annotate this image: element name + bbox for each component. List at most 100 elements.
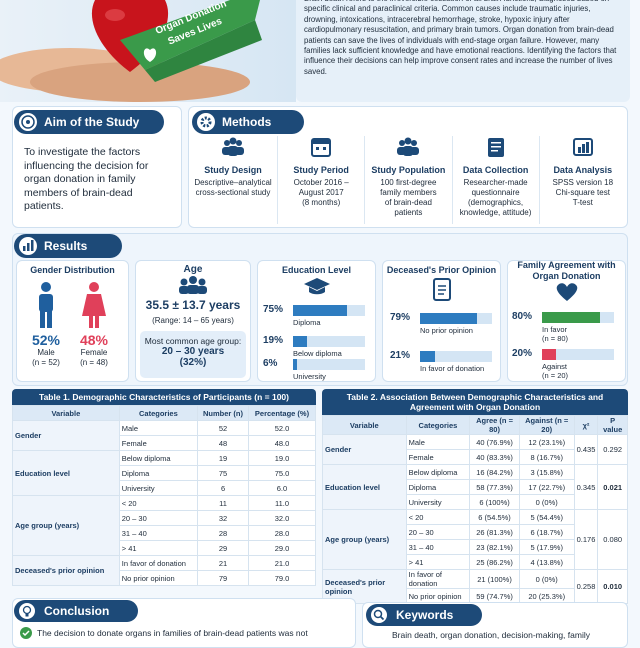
method-icon bbox=[572, 138, 593, 156]
aim-header: Aim of the Study bbox=[14, 110, 164, 134]
table-cell: 79.0 bbox=[247, 570, 317, 586]
bar-pct: 79% bbox=[390, 312, 411, 323]
table-cell: 21 bbox=[197, 555, 249, 571]
method-text: October 2016 – bbox=[293, 178, 349, 187]
column-header: Variable bbox=[322, 415, 407, 435]
column-header: Percentage (%) bbox=[247, 405, 317, 421]
intro-text: Brain death refers to the irreversible c… bbox=[304, 0, 617, 76]
table-cell: 52.0 bbox=[247, 420, 317, 436]
table-cell: 32 bbox=[197, 510, 249, 526]
table-cell: 6 (54.5%) bbox=[469, 509, 520, 525]
method-icon bbox=[397, 137, 420, 156]
methods-title: Methods bbox=[222, 115, 272, 129]
bar-label: Below diploma bbox=[293, 349, 342, 358]
prior-title: Deceased's Prior Opinion bbox=[386, 265, 497, 275]
aim-text: To investigate the factors influencing t… bbox=[24, 146, 149, 212]
table-cell: Diploma bbox=[118, 465, 199, 481]
table-row: University 6 (100%) 0 (0%) bbox=[323, 494, 628, 510]
method-title: Study Design bbox=[204, 165, 262, 175]
table-cell: 11.0 bbox=[247, 495, 317, 511]
keywords-text: Brain death, organ donation, decision-ma… bbox=[392, 630, 590, 640]
table-cell: In favor of donation bbox=[118, 555, 199, 571]
group-cell: Gender bbox=[322, 434, 407, 465]
methods-header: Methods bbox=[192, 110, 304, 134]
table2: Variable Categories Agree (n = 80) Against … bbox=[322, 415, 628, 604]
male-stat: 52% Male (n = 52) bbox=[24, 332, 68, 368]
method-text: Researcher-made bbox=[463, 178, 528, 187]
male-pct: 52% bbox=[31, 332, 61, 348]
table-cell: 79 bbox=[197, 570, 249, 586]
table2-title: Table 2. Association Between Demographic… bbox=[322, 389, 628, 415]
bar-track bbox=[293, 305, 365, 316]
table-cell: 29.0 bbox=[247, 540, 317, 556]
female-label: Female bbox=[80, 348, 108, 357]
bar-pct: 21% bbox=[390, 350, 411, 361]
bar bbox=[542, 312, 600, 323]
table-row: No prior opinion 79 79.0 bbox=[13, 570, 317, 586]
method-text: Descriptive–analytical bbox=[194, 178, 272, 187]
conclusion-text: The decision to donate organs in familie… bbox=[37, 628, 308, 638]
gender-title: Gender Distribution bbox=[30, 265, 115, 275]
p-cell: 0.080 bbox=[597, 509, 628, 570]
table-cell: Male bbox=[405, 434, 471, 450]
method-icon bbox=[487, 138, 504, 157]
table-cell: Female bbox=[118, 435, 199, 451]
bar-track bbox=[420, 313, 492, 324]
chi-cell: 0.435 bbox=[573, 434, 599, 465]
bar-label: In favor of donation bbox=[420, 364, 485, 373]
table-cell: In favor of donation bbox=[405, 569, 471, 589]
table1: Variable Categories Number (n) Percentage (… bbox=[12, 405, 317, 586]
table-cell: < 20 bbox=[118, 495, 199, 511]
table-cell: 23 (82.1%) bbox=[469, 539, 520, 555]
table-cell: 11 bbox=[197, 495, 249, 511]
table-cell: 52 bbox=[197, 420, 249, 436]
table-row: Gender Male 52 52.0 bbox=[12, 420, 317, 451]
female-n: (n = 48) bbox=[80, 358, 108, 367]
table2-box: Table 2. Association Between Demographic… bbox=[322, 389, 628, 604]
table-row: University 6 6.0 bbox=[13, 480, 317, 496]
results-title: Results bbox=[44, 239, 88, 253]
table-cell: 48.0 bbox=[247, 435, 317, 451]
bar-track bbox=[542, 349, 614, 360]
bar-label: In favor bbox=[542, 325, 568, 334]
gender-card bbox=[16, 260, 129, 382]
table-cell: Below diploma bbox=[405, 464, 471, 480]
table-cell: 28.0 bbox=[247, 525, 317, 541]
doc-icon bbox=[433, 278, 451, 301]
method-title: Study Population bbox=[371, 165, 446, 175]
table-cell: < 20 bbox=[405, 509, 471, 525]
bar-pct: 6% bbox=[263, 358, 278, 369]
method-text: Chi-square test bbox=[555, 188, 610, 197]
group-cell: Education level bbox=[12, 450, 120, 496]
method-item: Study Design Descriptive–analytical cross-… bbox=[190, 136, 276, 224]
age-common-box: Most common age group: 20 – 30 years (32… bbox=[140, 331, 246, 378]
table-cell: 20 – 30 bbox=[405, 524, 471, 540]
table-cell: 21.0 bbox=[247, 555, 317, 571]
bar bbox=[293, 336, 307, 347]
age-title: Age bbox=[183, 264, 203, 275]
table-cell: 16 (84.2%) bbox=[469, 464, 520, 480]
bar-label: No prior opinion bbox=[420, 326, 473, 335]
header-row: Variable Categories Number (n) Percentage (… bbox=[12, 405, 317, 421]
table-cell: 6 bbox=[197, 480, 249, 496]
method-title: Study Period bbox=[293, 165, 349, 175]
age-icon bbox=[179, 276, 207, 294]
table-cell: 19 bbox=[197, 450, 249, 466]
gender-icons bbox=[39, 282, 106, 328]
table-cell: 6 (100%) bbox=[469, 494, 520, 510]
table-row: Education level Below diploma 19 19.0 bbox=[12, 450, 317, 496]
method-icon bbox=[311, 138, 332, 157]
keywords-title: Keywords bbox=[396, 608, 454, 622]
table-cell: 29 bbox=[197, 540, 249, 556]
age-range: (Range: 14 – 65 years) bbox=[152, 316, 234, 325]
method-item: Data Analysis SPSS version 18 Chi-square t… bbox=[538, 136, 626, 224]
table-cell: No prior opinion bbox=[118, 570, 199, 586]
table-cell: 19.0 bbox=[247, 450, 317, 466]
table1-box: Table 1. Demographic Characteristics of … bbox=[12, 389, 317, 586]
chi-cell: 0.176 bbox=[573, 509, 599, 570]
p-cell: 0.292 bbox=[597, 434, 628, 465]
keywords-header: Keywords bbox=[366, 604, 482, 626]
bar-n: (n = 80) bbox=[542, 334, 569, 343]
age-common-group: 20 – 30 years bbox=[161, 346, 225, 357]
